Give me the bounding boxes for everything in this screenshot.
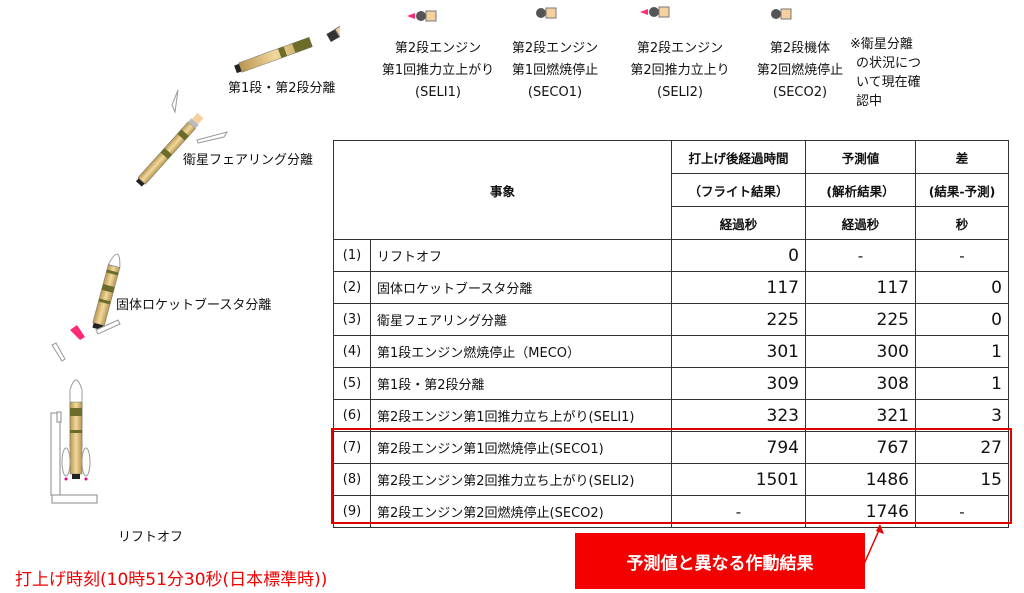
row-event: 第2段エンジン第2回燃焼停止(SECO2) — [370, 495, 672, 528]
label-stage-separation: 第1段・第2段分離 — [228, 81, 336, 96]
table-row: (7) 第2段エンジン第1回燃焼停止(SECO1) 794 767 27 — [333, 431, 1009, 464]
row-flight: 794 — [671, 431, 806, 464]
row-predicted: 1486 — [805, 463, 916, 496]
row-flight: 309 — [671, 367, 806, 400]
row-diff: 0 — [915, 303, 1009, 336]
table-row: (4) 第1段エンジン燃焼停止（MECO） 301 300 1 — [333, 335, 1009, 368]
row-diff: 1 — [915, 367, 1009, 400]
table-row: (5) 第1段・第2段分離 309 308 1 — [333, 367, 1009, 400]
liftoff-rocket — [50, 379, 98, 504]
launch-time: 打上げ時刻(10時51分30秒(日本標準時)) — [15, 570, 328, 590]
row-index: (5) — [333, 367, 371, 400]
header-event: 事象 — [333, 140, 672, 240]
header-flight-unit: 経過秒 — [671, 206, 806, 240]
row-index: (3) — [333, 303, 371, 336]
table-row: (1) リフトオフ 0- - — [333, 239, 1009, 272]
fairing-separation-rocket — [135, 112, 204, 187]
header-diff-sub: (結果-予測) — [915, 173, 1009, 207]
row-flight: - — [671, 495, 806, 528]
row-event: 第2段エンジン第1回燃焼停止(SECO1) — [370, 431, 672, 464]
row-predicted: 767 — [805, 431, 916, 464]
row-diff: 15 — [915, 463, 1009, 496]
row-index: (4) — [333, 335, 371, 368]
row-flight: 1501 — [671, 463, 806, 496]
label-seco1: 第2段エンジン 第1回燃焼停止 (SECO1) — [511, 41, 599, 100]
row-diff: 27 — [915, 431, 1009, 464]
callout-box: 予測値と異なる作動結果 — [575, 533, 865, 589]
row-event: 第1段エンジン燃焼停止（MECO） — [370, 335, 672, 368]
row-predicted: 300 — [805, 335, 916, 368]
table-row: (9) 第2段エンジン第2回燃焼停止(SECO2) -1746- — [333, 495, 1009, 528]
launch-sequence-illustration — [50, 24, 340, 504]
row-diff: 3 — [915, 399, 1009, 432]
row-diff: 1 — [915, 335, 1009, 368]
label-fairing-separation: 衛星フェアリング分離 — [183, 153, 314, 168]
row-index: (6) — [333, 399, 371, 432]
row-flight: 225 — [671, 303, 806, 336]
row-predicted: 321 — [805, 399, 916, 432]
row-index: (2) — [333, 271, 371, 304]
row-event: リフトオフ — [370, 239, 672, 272]
label-seco2: 第2段機体 第2回燃焼停止 (SECO2) — [756, 41, 844, 100]
table-row: (6) 第2段エンジン第1回推力立ち上がり(SELI1) 323 321 3 — [333, 399, 1009, 432]
row-predicted: 308 — [805, 367, 916, 400]
row-diff: - — [915, 495, 1009, 528]
label-liftoff: リフトオフ — [118, 530, 184, 545]
header-predicted: 予測値 — [805, 140, 916, 174]
row-predicted: 225 — [805, 303, 916, 336]
label-seli1: 第2段エンジン 第1回推力立上がり (SELI1) — [381, 41, 495, 100]
row-predicted: - — [805, 239, 916, 272]
row-flight: 301 — [671, 335, 806, 368]
header-predicted-unit: 経過秒 — [805, 206, 916, 240]
row-event: 第2段エンジン第1回推力立ち上がり(SELI1) — [370, 399, 672, 432]
header-predicted-sub: (解析結果） — [805, 173, 916, 207]
row-flight: 323 — [671, 399, 806, 432]
row-event: 第1段・第2段分離 — [370, 367, 672, 400]
label-srb-separation: 固体ロケットブースタ分離 — [116, 298, 272, 313]
row-flight: 117 — [671, 271, 806, 304]
table-row: (2) 固体ロケットブースタ分離 117 117 0 — [333, 271, 1009, 304]
row-event: 固体ロケットブースタ分離 — [370, 271, 672, 304]
callout-arrow — [863, 524, 884, 565]
table-row: (8) 第2段エンジン第2回推力立ち上がり(SELI2) 1501 1486 15 — [333, 463, 1009, 496]
event-timing-table: 事象 打上げ後経過時間 予測値 差 （フライト結果） (解析結果） (結果-予測… — [333, 140, 1009, 528]
header-flight: 打上げ後経過時間 — [671, 140, 806, 174]
row-diff: - — [915, 239, 1009, 272]
header-flight-sub: （フライト結果） — [671, 173, 806, 207]
row-flight: 0 — [671, 239, 806, 272]
header-diff: 差 — [915, 140, 1009, 174]
srb-separation-rocket — [92, 253, 121, 331]
row-index: (1) — [333, 239, 371, 272]
row-event: 衛星フェアリング分離 — [370, 303, 672, 336]
upper-stage-icons — [407, 6, 792, 22]
row-index: (8) — [333, 463, 371, 496]
header-diff-unit: 秒 — [915, 206, 1009, 240]
label-seli2: 第2段エンジン 第2回推力立上り (SELI2) — [630, 41, 730, 100]
row-index: (9) — [333, 495, 371, 528]
stage-separation-rocket — [234, 36, 313, 74]
row-diff: 0 — [915, 271, 1009, 304]
row-index: (7) — [333, 431, 371, 464]
row-event: 第2段エンジン第2回推力立ち上がり(SELI2) — [370, 463, 672, 496]
table-row: (3) 衛星フェアリング分離 225 225 0 — [333, 303, 1009, 336]
row-predicted: 117 — [805, 271, 916, 304]
satellite-separation-note: ※衛星分離 の状況につ いて現在確 認中 — [850, 37, 922, 109]
